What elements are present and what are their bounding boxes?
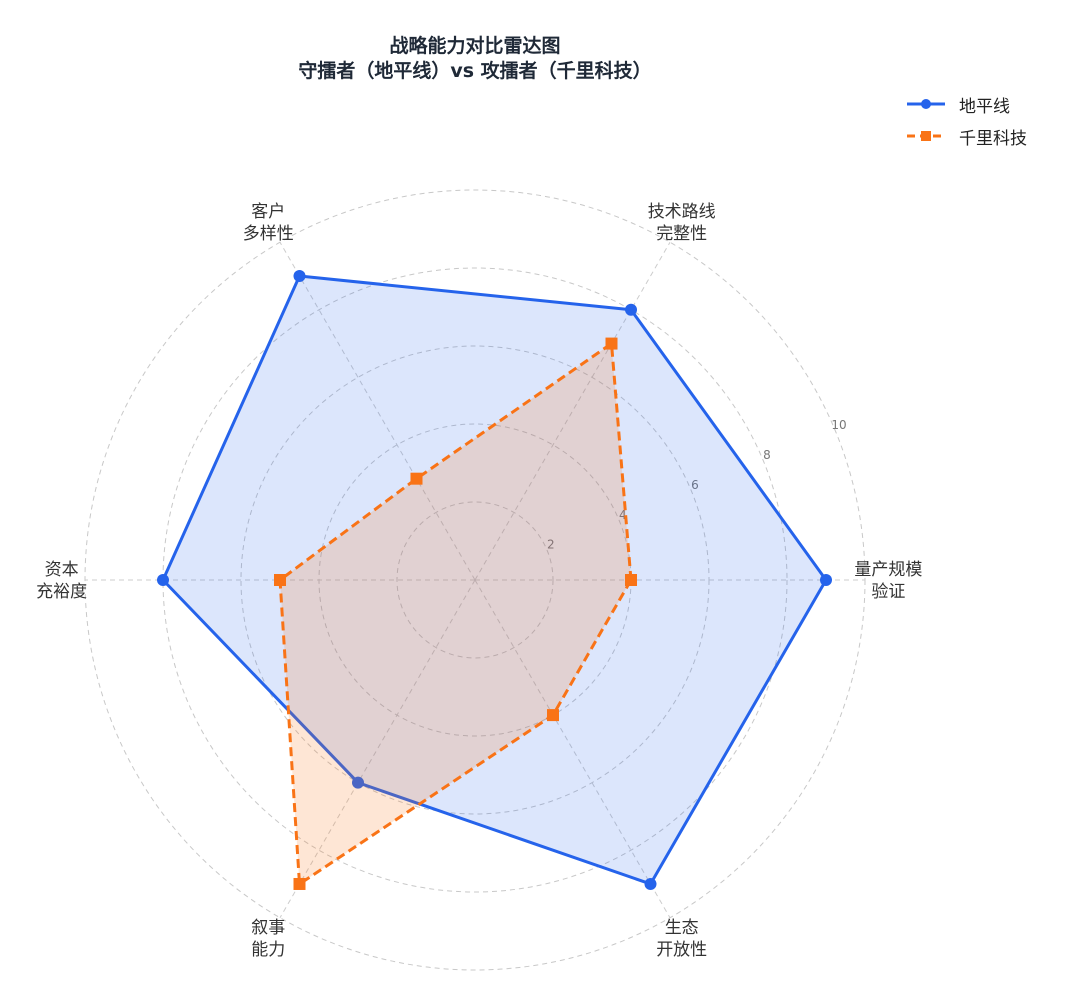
- grid-spoke: [279, 579, 476, 918]
- legend-item-horizon: 地平线: [905, 88, 1027, 120]
- legend-marker-circle-icon: [907, 99, 945, 109]
- axis-label: 资本充裕度: [36, 560, 87, 602]
- chart-title-main: 战略能力对比雷达图: [389, 35, 561, 57]
- axis-label: 技术路线完整性: [648, 202, 716, 244]
- legend-item-qianli: 千里科技: [905, 120, 1027, 152]
- legend: 地平线 千里科技: [905, 88, 1027, 152]
- data-point: [625, 574, 637, 586]
- grid-spoke: [474, 242, 671, 581]
- data-point: [352, 776, 364, 789]
- legend-label: 千里科技: [959, 128, 1027, 149]
- grid-ring: [162, 267, 788, 893]
- axis-label: 量产规模验证: [854, 560, 922, 602]
- data-point: [605, 337, 618, 350]
- data-point: [644, 877, 657, 890]
- data-point: [274, 574, 286, 586]
- legend-label: 地平线: [959, 96, 1010, 117]
- data-point: [820, 574, 832, 586]
- axis-label: 生态开放性: [656, 918, 707, 960]
- data-point: [547, 709, 559, 722]
- legend-marker-square-icon: [907, 131, 945, 141]
- r-tick-label: 10: [831, 418, 846, 432]
- data-point: [410, 472, 423, 485]
- chart-subtitle: 守擂者（地平线）vs 攻擂者（千里科技）: [298, 60, 652, 82]
- r-tick-label: 6: [691, 478, 699, 492]
- grid-spoke: [279, 242, 476, 581]
- r-tick-label: 4: [619, 508, 627, 522]
- axis-label: 叙事能力: [251, 918, 285, 960]
- data-point: [293, 877, 306, 890]
- axis-label: 客户多样性: [243, 202, 294, 244]
- grid-spoke: [474, 579, 671, 918]
- data-point: [625, 303, 637, 316]
- data-point: [157, 574, 169, 586]
- chart-title: 战略能力对比雷达图 守擂者（地平线）vs 攻擂者（千里科技）: [0, 34, 950, 84]
- r-tick-label: 2: [547, 538, 555, 552]
- grid-ring: [396, 501, 554, 659]
- data-point: [293, 270, 306, 283]
- r-tick-label: 8: [763, 448, 771, 462]
